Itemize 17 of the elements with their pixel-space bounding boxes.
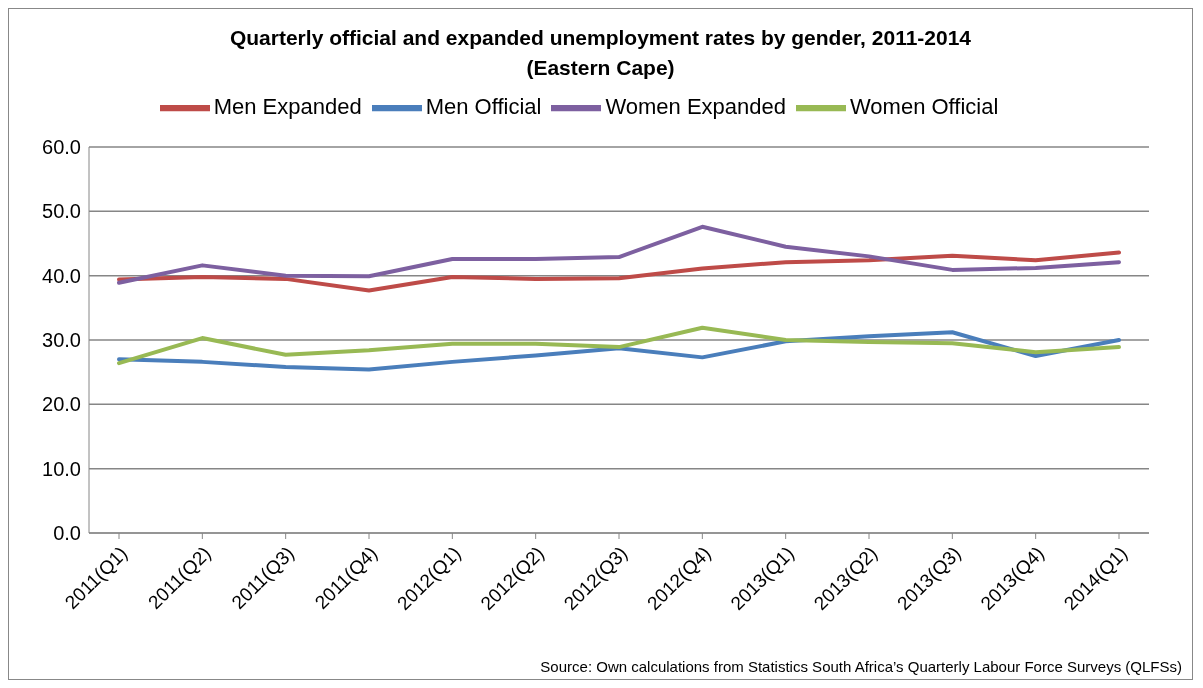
y-tick-label: 50.0: [42, 200, 81, 223]
y-tick-label: 30.0: [42, 329, 81, 352]
legend-label: Men Expanded: [213, 93, 362, 119]
line-series: [117, 325, 1121, 366]
legend-label: Women Official: [850, 93, 999, 119]
chart-title: Quarterly official and expanded unemployment rates by gender, 2011-2014: [228, 25, 973, 51]
line-series: [117, 224, 1121, 285]
source-note: Source: Own calculations from Statistics South Africa’s Quarterly Labour Force Surveys (QLFSs): [540, 658, 1182, 675]
legend-label: Men Official: [425, 93, 542, 119]
y-tick-label: 40.0: [42, 264, 81, 287]
y-tick-label: 10.0: [42, 457, 81, 480]
line-series: [117, 250, 1121, 293]
y-tick-label: 20.0: [42, 393, 81, 416]
y-tick-label: 0.0: [53, 522, 81, 545]
chart-subtitle: (Eastern Cape): [525, 55, 676, 81]
legend-label: Women Expanded: [605, 93, 786, 119]
y-tick-label: 60.0: [42, 136, 81, 159]
